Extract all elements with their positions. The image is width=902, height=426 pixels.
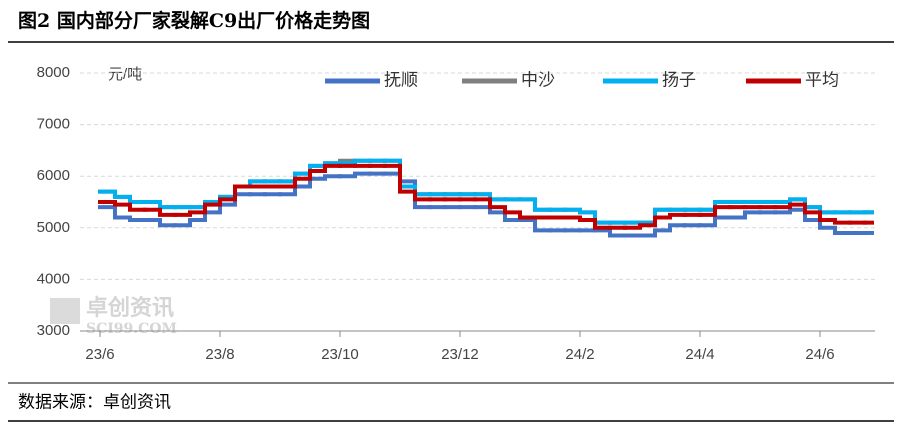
y-axis-label: 元/吨: [108, 66, 142, 83]
watermark-logo: [50, 298, 80, 324]
x-tick-label: 23/10: [321, 346, 359, 363]
legend-label: 平均: [805, 71, 839, 91]
watermark: 卓创资讯 SCI99.COM: [50, 295, 177, 337]
watermark-text: 卓创资讯: [86, 295, 174, 321]
legend-label: 扬子: [662, 71, 696, 91]
y-tick-label: 7000: [37, 116, 70, 133]
y-tick-label: 3000: [37, 322, 70, 339]
x-tick-label: 23/8: [205, 346, 234, 363]
x-tick-label: 24/4: [685, 346, 714, 363]
x-tick-label: 23/12: [441, 346, 479, 363]
legend-label: 中沙: [521, 71, 555, 91]
x-tick-label: 24/6: [805, 346, 834, 363]
y-tick-label: 5000: [37, 219, 70, 236]
legend-label: 抚顺: [384, 71, 418, 91]
x-tick-label: 23/6: [85, 346, 114, 363]
y-tick-label: 8000: [37, 64, 70, 81]
watermark-sub: SCI99.COM: [86, 321, 177, 337]
x-tick-label: 24/2: [565, 346, 594, 363]
y-tick-label: 6000: [37, 167, 70, 184]
y-tick-label: 4000: [37, 270, 70, 287]
source: 数据来源：卓创资讯: [18, 393, 171, 413]
chart-title: 图2 国内部分厂家裂解C9出厂价格走势图: [18, 9, 370, 32]
